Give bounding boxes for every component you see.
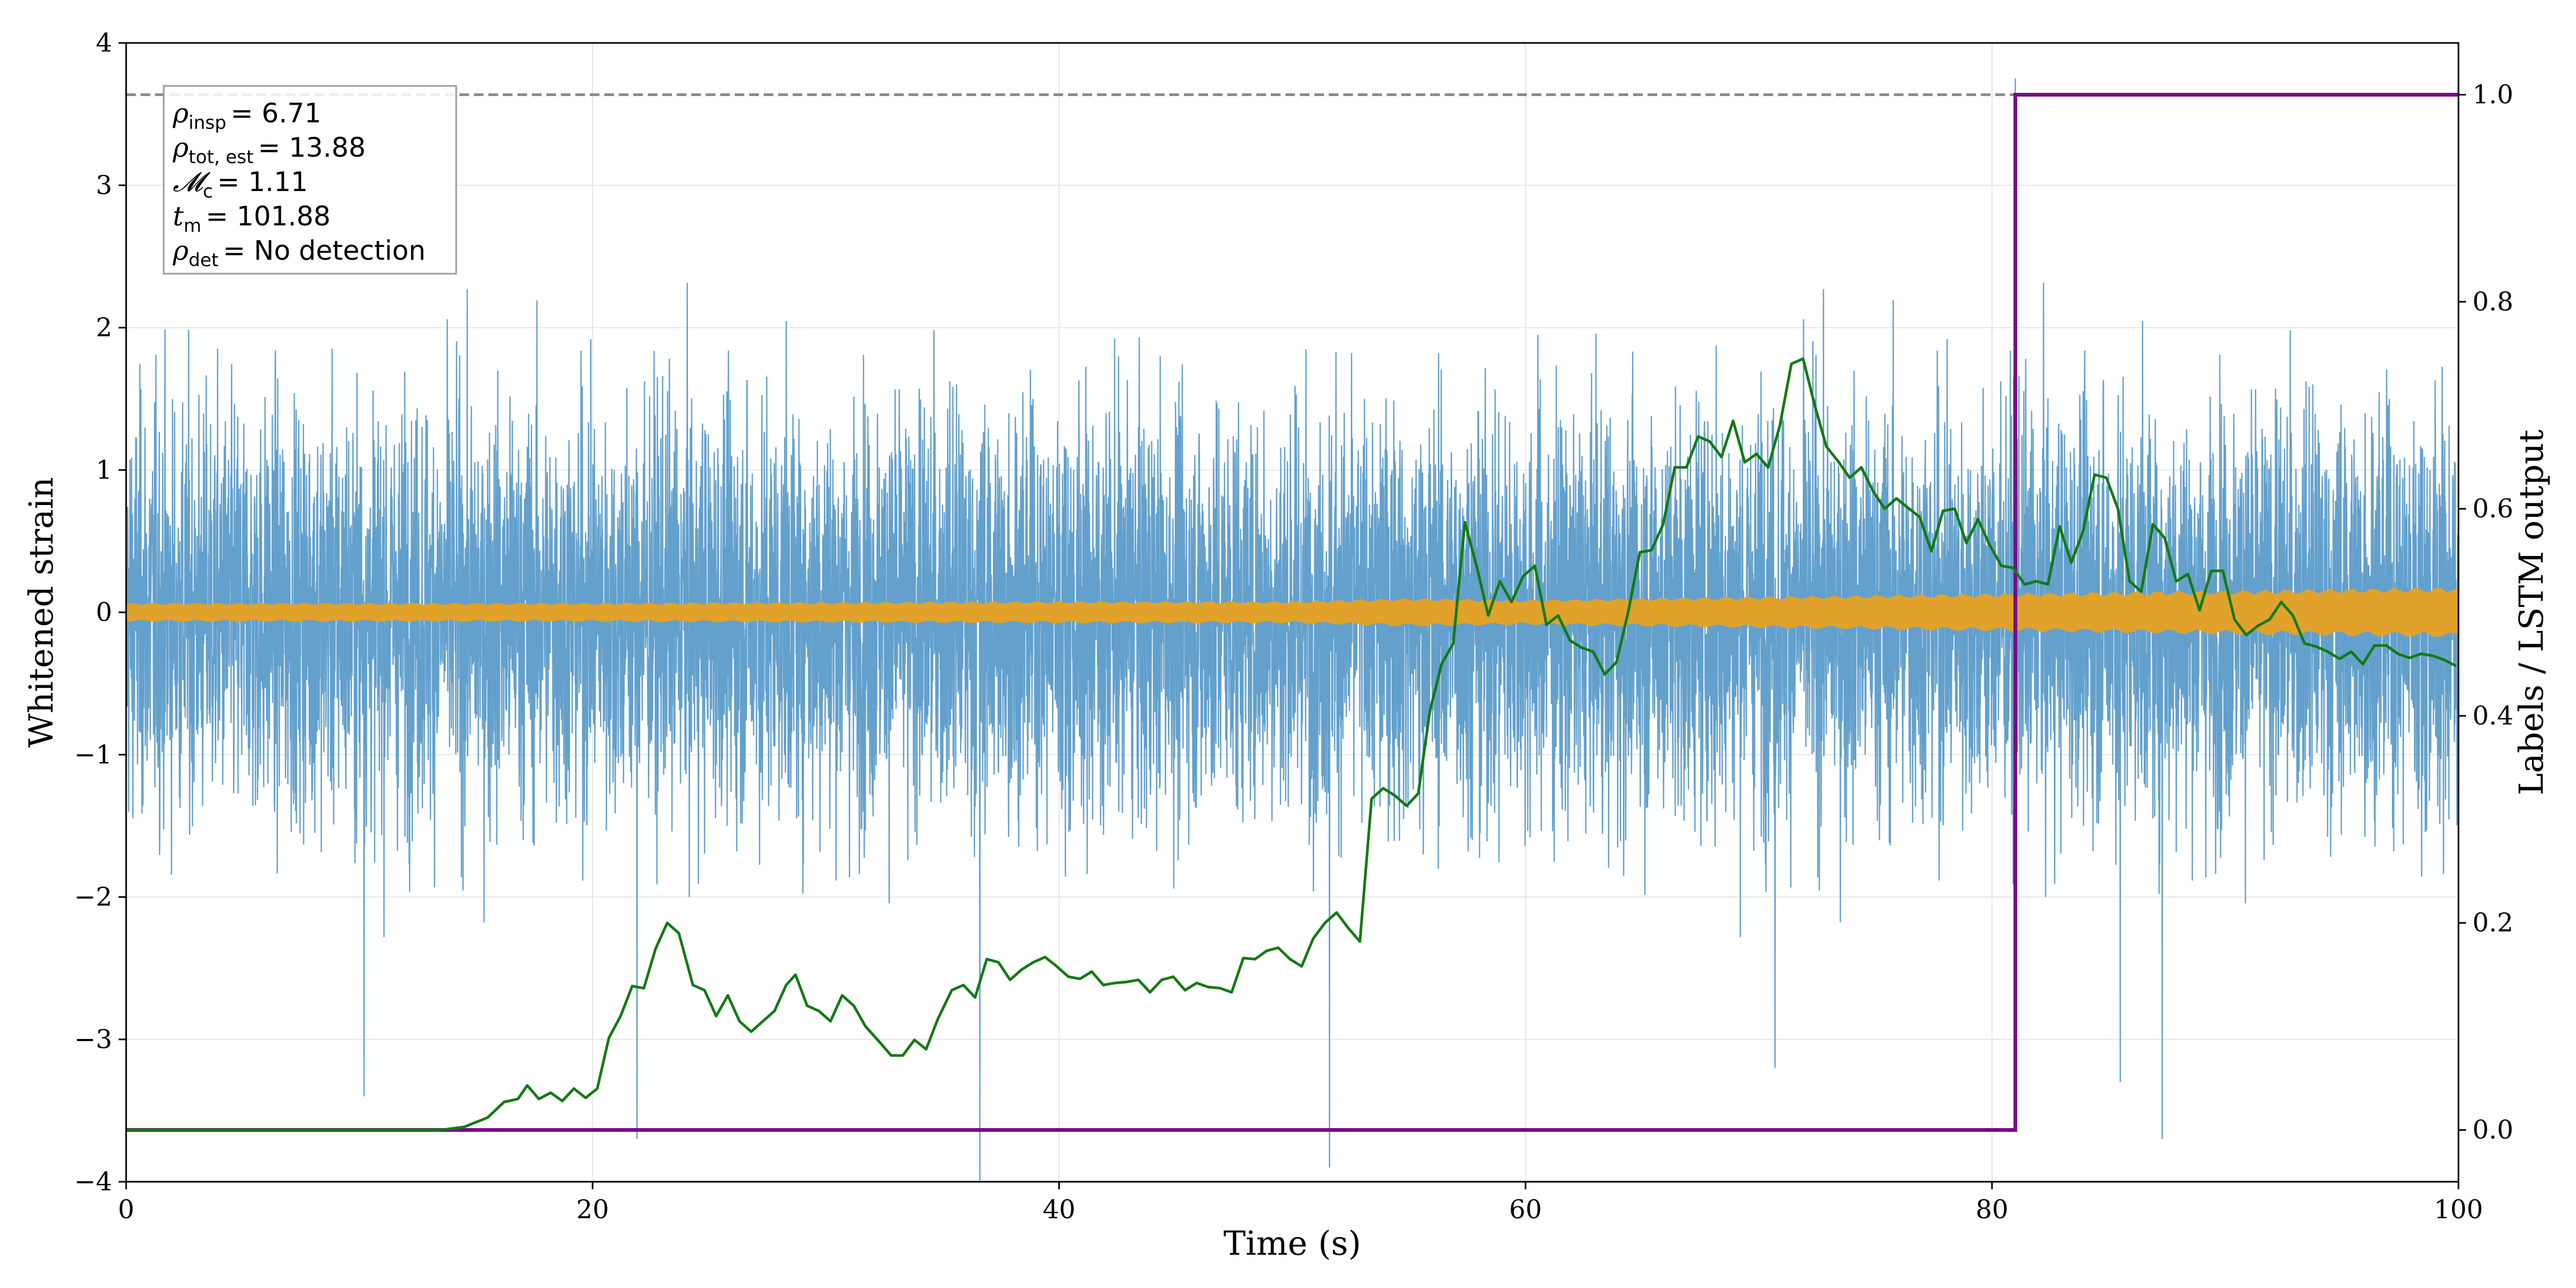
annotation-value: = No detection [223,235,426,266]
y-tick-label: 2 [96,313,112,343]
x-tick-label: 80 [1975,1195,2008,1225]
y2-tick-label: 0.8 [2472,287,2513,317]
y2-tick-label: 0.2 [2472,908,2513,938]
signal-series [126,587,2458,638]
y2-tick-label: 0.0 [2472,1115,2513,1145]
annotation-symbol: ρ [172,132,189,163]
annotation-value: = 1.11 [217,166,308,197]
annotation-symbol: ρ [172,235,189,266]
x-tick-label: 60 [1509,1195,1542,1225]
y-tick-label: 1 [96,455,112,485]
x-tick-label: 100 [2434,1195,2483,1225]
annotation-value: = 101.88 [206,201,331,232]
x-tick-label: 0 [118,1195,135,1225]
annotation-subscript: tot, est [188,147,253,168]
strain-line [126,78,2458,1182]
annotation-subscript: det [188,250,218,271]
annotation-line: ρtot, est = 13.88 [172,132,365,168]
x-tick-label: 20 [576,1195,609,1225]
y2-tick-label: 0.4 [2472,701,2513,731]
x-axis: 0 20 40 60 80 100 [118,1182,2483,1225]
strain-series [126,78,2458,1182]
y-tick-label: −3 [74,1024,112,1055]
annotation-line: ρinsp = 6.71 [172,98,321,134]
annotation-value: = 6.71 [231,98,321,129]
y2-tick-label: 1.0 [2472,79,2513,109]
label-series [126,93,2458,1132]
y-tick-label: 4 [96,28,112,58]
y-tick-label: −4 [74,1167,112,1197]
y-axis-label: Whitened strain [21,477,61,748]
signal-band [126,587,2458,638]
annotation-line: 𝓜c = 1.11 [173,166,308,202]
annotation-subscript: c [203,181,213,202]
annotation-line: tm = 101.88 [173,201,331,237]
y2-tick-label: 0.6 [2472,494,2513,524]
annotation-value: = 13.88 [258,132,365,163]
annotation-symbol: t [173,201,184,232]
y-tick-label: −1 [74,740,112,770]
annotation-symbol: ρ [172,98,189,129]
annotation-subscript: insp [188,112,226,134]
y-axis-left: −4 −3 −2 −1 0 1 2 3 4 [74,28,126,1197]
y-tick-label: 3 [96,170,112,200]
annotation-box-frame [163,85,457,275]
y-tick-label: 0 [96,597,112,627]
x-axis-label: Time (s) [1224,1224,1362,1263]
y-axis-right: 0.0 0.2 0.4 0.6 0.8 1.0 [2458,79,2513,1145]
label-step-line [126,93,2458,1132]
y2-axis-label: Labels / LSTM output [2512,429,2551,795]
lstm-output-line [126,357,2457,1131]
x-tick-label: 40 [1043,1195,1075,1225]
annotation-line: ρdet = No detection [172,235,426,271]
y-tick-label: −2 [74,882,112,912]
lstm-series [126,357,2457,1131]
annotation-subscript: m [184,215,201,237]
